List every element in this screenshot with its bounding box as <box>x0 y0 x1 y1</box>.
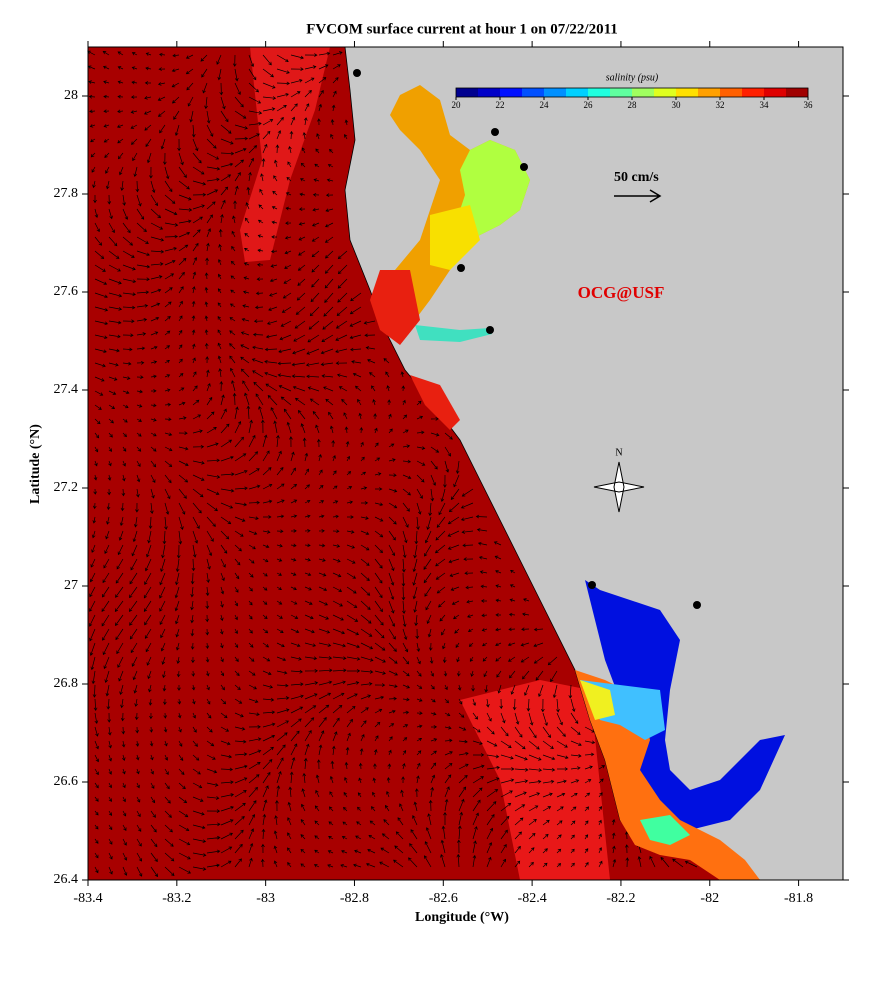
y-tick-label: 26.8 <box>54 676 79 691</box>
x-tick-label: -82.8 <box>340 891 369 906</box>
estuary <box>370 270 420 345</box>
estuary <box>585 580 785 830</box>
x-tick-label: -83.4 <box>73 891 102 906</box>
colorbar-bin <box>698 88 721 97</box>
y-tick-label: 27.4 <box>54 382 79 397</box>
colorbar-bin <box>500 88 523 97</box>
x-axis-label: Longitude (°W) <box>415 910 509 925</box>
estuary <box>640 815 690 845</box>
colorbar-tick-label: 22 <box>496 100 505 110</box>
colorbar-bin <box>742 88 765 97</box>
colorbar-bin <box>676 88 699 97</box>
estuary <box>415 325 492 342</box>
y-tick-label: 27.2 <box>54 480 79 495</box>
colorbar-tick-label: 28 <box>628 100 638 110</box>
colorbar: 20 22 24 26 28 30 32 34 36 salinity (psu) <box>452 72 814 110</box>
colorbar-tick-label: 36 <box>804 100 814 110</box>
axes: -83.4 -83.2 -83 -82.8 -82.6 -82.4 -82.2 -82 -81.… <box>54 41 849 906</box>
colorbar-bin <box>786 88 809 97</box>
estuary <box>410 375 460 430</box>
x-tick-label: -81.8 <box>784 891 813 906</box>
colorbar-bin <box>478 88 501 97</box>
y-tick-label: 26.6 <box>54 774 79 789</box>
colorbar-bin <box>654 88 677 97</box>
watermark: OCG@USF <box>578 283 665 302</box>
colorbar-bin <box>632 88 655 97</box>
colorbar-tick-label: 32 <box>716 100 725 110</box>
compass-rose <box>593 461 645 513</box>
x-tick-label: -82 <box>700 891 719 906</box>
y-tick-label: 27 <box>64 578 78 593</box>
plot-area <box>87 46 844 881</box>
colorbar-bin <box>566 88 589 97</box>
estuary <box>455 140 530 240</box>
colorbar-tick-label: 26 <box>584 100 594 110</box>
title: FVCOM surface current at hour 1 on 07/22… <box>306 21 618 37</box>
station <box>486 326 494 334</box>
colorbar-bin <box>456 88 479 97</box>
current-vectors <box>87 50 698 878</box>
scale-arrow <box>614 189 662 203</box>
colorbar-tick-label: 20 <box>452 100 462 110</box>
station <box>520 163 528 171</box>
colorbar-tick-label: 30 <box>672 100 682 110</box>
y-tick-label: 28 <box>64 88 78 103</box>
estuary <box>430 205 480 270</box>
x-tick-label: -82.6 <box>429 891 458 906</box>
x-tick-label: -82.2 <box>606 891 635 906</box>
compass-label: N <box>615 447 622 458</box>
station <box>457 264 465 272</box>
x-tick-label: -83 <box>256 891 275 906</box>
station <box>693 601 701 609</box>
x-tick-label: -82.4 <box>518 891 547 906</box>
colorbar-bin <box>764 88 787 97</box>
station <box>491 128 499 136</box>
x-tick-label: -83.2 <box>162 891 191 906</box>
colorbar-bin <box>522 88 545 97</box>
colorbar-bin <box>610 88 633 97</box>
station <box>588 581 596 589</box>
colorbar-tick-label: 34 <box>760 100 770 110</box>
colorbar-bin <box>544 88 567 97</box>
estuary <box>580 680 615 720</box>
colorbar-tick-label: 24 <box>540 100 550 110</box>
station-markers <box>353 69 701 609</box>
y-axis-label: Latitude (°N) <box>28 424 43 504</box>
colorbar-title: salinity (psu) <box>606 72 659 83</box>
colorbar-bin <box>720 88 743 97</box>
frame <box>87 46 844 881</box>
colorbar-bin <box>588 88 611 97</box>
y-tick-label: 27.6 <box>54 284 79 299</box>
scale-label: 50 cm/s <box>614 170 659 185</box>
station <box>353 69 361 77</box>
y-tick-label: 27.8 <box>54 186 79 201</box>
y-tick-label: 26.4 <box>54 872 79 887</box>
salinity-patch <box>460 680 610 880</box>
